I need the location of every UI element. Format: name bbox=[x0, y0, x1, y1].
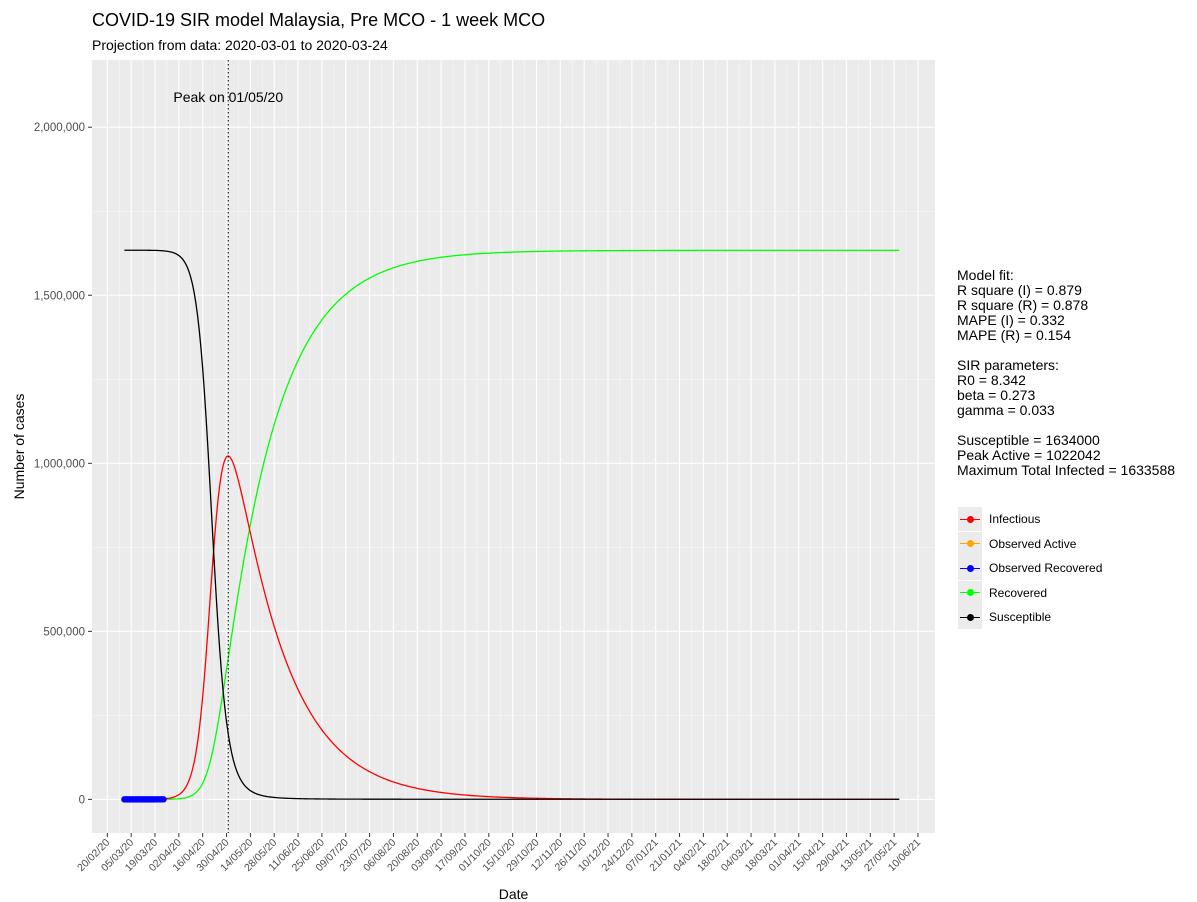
legend-key-icon bbox=[958, 580, 982, 605]
summary-line bbox=[957, 418, 1175, 433]
y-tick-label: 1,000,000 bbox=[34, 458, 85, 470]
legend-item: Observed Active bbox=[958, 531, 1102, 557]
y-tick-label: 2,000,000 bbox=[34, 122, 85, 134]
y-tick-label: 500,000 bbox=[43, 626, 85, 638]
observed-recovered-point bbox=[160, 796, 167, 803]
summary-line: SIR parameters: bbox=[957, 357, 1059, 373]
summary-line: Maximum Total Infected = 1633588 bbox=[957, 462, 1176, 478]
legend-label: Observed Recovered bbox=[989, 561, 1103, 576]
summary-line: MAPE (R) = 0.154 bbox=[957, 327, 1071, 343]
legend-key-icon bbox=[958, 507, 982, 532]
y-tick-label: 0 bbox=[79, 794, 85, 806]
peak-label: Peak on 01/05/20 bbox=[173, 89, 283, 105]
plot-panel bbox=[92, 60, 935, 833]
summary-line bbox=[957, 343, 1175, 358]
legend-item: Observed Recovered bbox=[958, 556, 1102, 581]
legend-key-icon bbox=[958, 531, 982, 556]
summary-line: Susceptible = 1634000 bbox=[957, 432, 1100, 448]
legend-item: Susceptible bbox=[958, 605, 1102, 630]
summary-line: Peak Active = 1022042 bbox=[957, 447, 1101, 463]
model-summary: Model fit: R square (I) = 0.879 R square (… bbox=[957, 268, 1175, 478]
series-line-recovered bbox=[124, 249, 900, 801]
summary-line: MAPE (I) = 0.332 bbox=[957, 312, 1065, 328]
legend-key-icon bbox=[958, 605, 982, 630]
legend-label: Infectious bbox=[989, 512, 1041, 527]
legend-item: Infectious bbox=[958, 507, 1102, 532]
x-axis-title: Date bbox=[499, 886, 529, 902]
legend: Infectious Observed Active Observed Recove… bbox=[958, 507, 1102, 630]
y-axis-title: Number of cases bbox=[11, 394, 27, 500]
summary-line: R square (R) = 0.878 bbox=[957, 297, 1089, 313]
chart-title: COVID-19 SIR model Malaysia, Pre MCO - 1… bbox=[92, 10, 546, 30]
legend-label: Observed Active bbox=[989, 536, 1077, 551]
summary-line: beta = 0.273 bbox=[957, 387, 1036, 403]
summary-line: R square (I) = 0.879 bbox=[957, 282, 1082, 298]
legend-label: Susceptible bbox=[989, 610, 1052, 625]
y-tick-label: 1,500,000 bbox=[34, 290, 85, 302]
series-line-susceptible bbox=[124, 249, 900, 800]
summary-line: gamma = 0.033 bbox=[957, 402, 1055, 418]
legend-key-icon bbox=[958, 556, 982, 581]
summary-line: R0 = 8.342 bbox=[957, 372, 1026, 388]
summary-line: Model fit: bbox=[957, 267, 1014, 283]
legend-item: Recovered bbox=[958, 580, 1102, 606]
chart-subtitle: Projection from data: 2020-03-01 to 2020… bbox=[92, 37, 388, 53]
legend-label: Recovered bbox=[989, 585, 1048, 600]
